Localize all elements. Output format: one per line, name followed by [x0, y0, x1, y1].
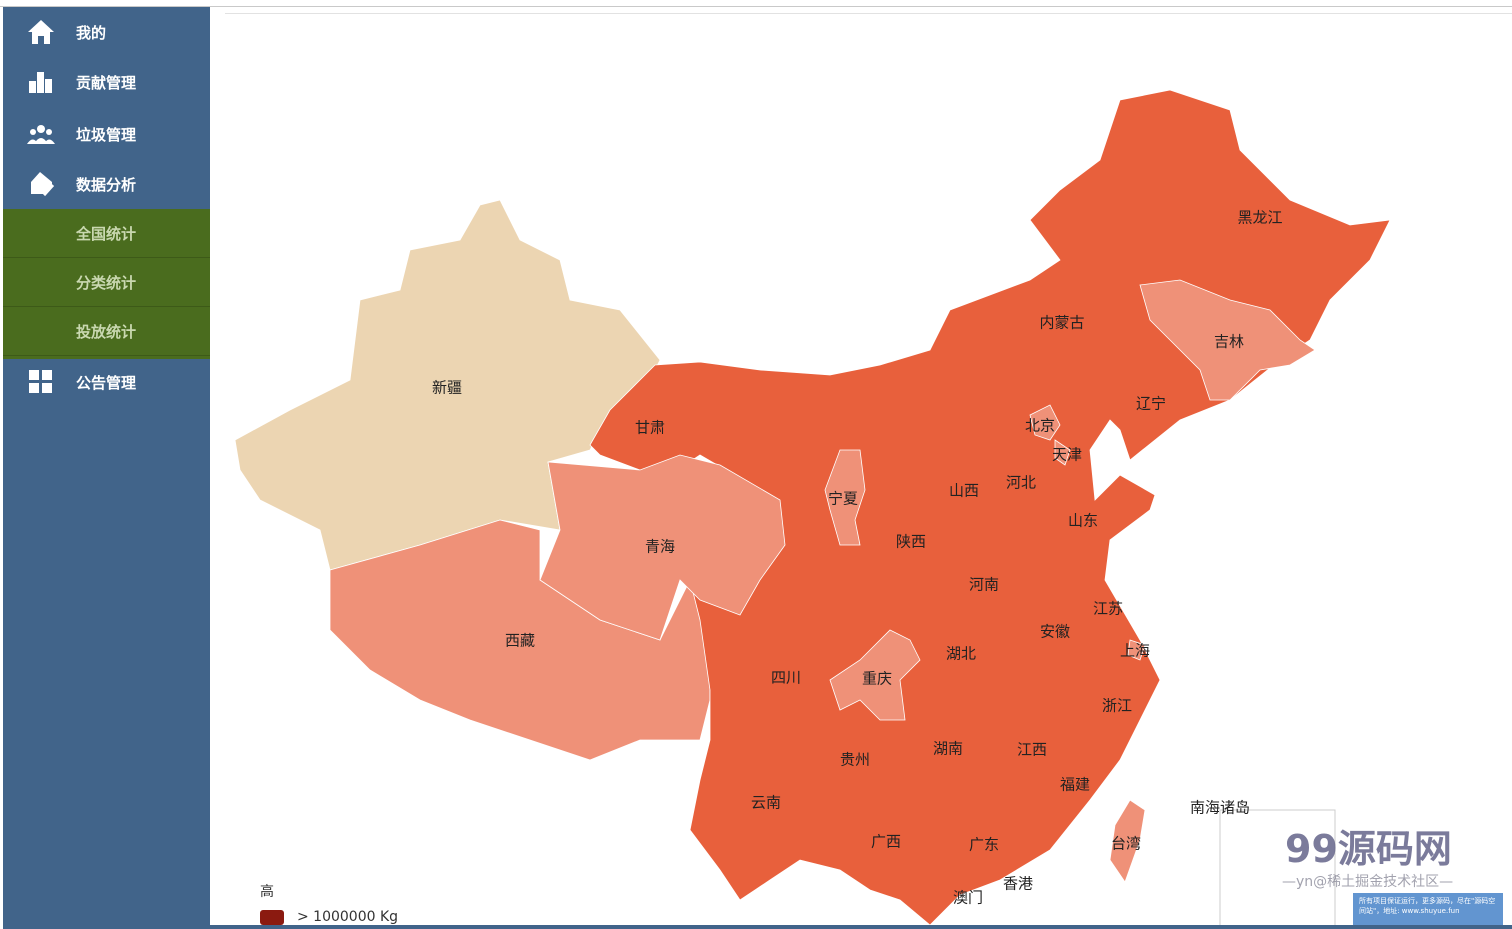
region-shanghai[interactable] [1127, 639, 1146, 661]
nav-item-garbage[interactable]: 垃圾管理 [3, 109, 210, 159]
south-china-sea-inset [1219, 809, 1336, 929]
legend-swatch[interactable] [260, 910, 284, 925]
label-liaoning: 辽宁 [1135, 394, 1167, 413]
house-check-icon [23, 169, 59, 199]
nav-item-mine[interactable]: 我的 [3, 7, 210, 57]
region-chongqing[interactable] [829, 629, 921, 721]
nav-label: 我的 [76, 23, 107, 42]
label-zhejiang: 浙江 [1101, 696, 1133, 715]
label-shanxi: 山西 [948, 481, 980, 500]
label-heilongjiang: 黑龙江 [1237, 208, 1283, 227]
nav-item-analysis[interactable]: 数据分析 [3, 159, 210, 209]
label-taiwan: 台湾 [1110, 834, 1142, 853]
label-hebei: 河北 [1005, 473, 1037, 492]
nav-label: 贡献管理 [76, 73, 137, 92]
watermark-brand: 99源码网 [1285, 827, 1452, 871]
nav-item-contribution[interactable]: 贡献管理 [3, 57, 210, 107]
nav-label: 公告管理 [76, 373, 137, 392]
label-guizhou: 贵州 [839, 750, 871, 769]
home-icon [23, 17, 59, 47]
submenu-item-category[interactable]: 分类统计 [3, 258, 210, 307]
region-tianjin[interactable] [1054, 439, 1071, 466]
label-jilin: 吉林 [1213, 332, 1245, 351]
label-xianggang: 香港 [1002, 874, 1034, 893]
sidebar: 我的 贡献管理 垃圾管理 数据分析 全国统计 分类统计 投放统计 公告管理 [3, 7, 210, 929]
label-hunan: 湖南 [932, 739, 964, 758]
label-neimenggu: 内蒙古 [1039, 313, 1085, 332]
watermark-note: 所有项目保证运行，更多源码，尽在"源码空间站"，地址: www.shuyue.f… [1353, 893, 1503, 929]
label-yunnan: 云南 [750, 793, 782, 812]
label-beijing: 北京 [1024, 416, 1056, 435]
submenu-analysis: 全国统计 分类统计 投放统计 [3, 209, 210, 359]
legend-item[interactable]: > 1000000 Kg [297, 909, 399, 925]
submenu-item-national[interactable]: 全国统计 [3, 209, 210, 258]
bar-chart-icon [23, 67, 59, 97]
label-henan: 河南 [968, 575, 1000, 594]
label-guangxi: 广西 [870, 832, 902, 851]
label-shandong: 山东 [1067, 511, 1099, 530]
bottom-bar [210, 925, 1512, 929]
label-chongqing: 重庆 [861, 669, 893, 688]
label-ningxia: 宁夏 [827, 489, 859, 508]
label-tianjin: 天津 [1051, 445, 1083, 464]
label-nanhai: 南海诸岛 [1189, 798, 1251, 817]
label-aomen: 澳门 [952, 888, 984, 907]
legend-title: 高 [260, 884, 274, 900]
label-fujian: 福建 [1059, 775, 1091, 794]
region-jilin[interactable] [1139, 279, 1316, 401]
label-xizang: 西藏 [504, 631, 536, 650]
label-jiangxi: 江西 [1016, 740, 1048, 759]
label-sichuan: 四川 [770, 668, 802, 687]
region-beijing[interactable] [1029, 404, 1061, 441]
label-shaanxi: 陕西 [895, 532, 927, 551]
submenu-item-delivery[interactable]: 投放统计 [3, 307, 210, 356]
content-divider [225, 13, 1512, 14]
region-taiwan[interactable] [1109, 799, 1146, 883]
nav-label: 数据分析 [76, 175, 137, 194]
label-qinghai: 青海 [644, 537, 676, 556]
nav-item-announcement[interactable]: 公告管理 [3, 357, 210, 407]
watermark-sub: —yn@稀土掘金技术社区— [1282, 874, 1454, 890]
label-guangdong: 广东 [968, 835, 1000, 854]
label-gansu: 甘肃 [634, 418, 666, 437]
region-qinghai[interactable] [539, 454, 786, 641]
nav-label: 垃圾管理 [76, 125, 137, 144]
label-hubei: 湖北 [945, 644, 977, 663]
grid-icon [23, 367, 59, 397]
label-xinjiang: 新疆 [431, 378, 463, 397]
users-icon [23, 119, 59, 149]
window-top-border [0, 0, 1512, 7]
label-shanghai: 上海 [1119, 641, 1151, 660]
label-anhui: 安徽 [1039, 622, 1071, 641]
region-ningxia[interactable] [824, 449, 866, 546]
label-jiangsu: 江苏 [1092, 599, 1124, 618]
